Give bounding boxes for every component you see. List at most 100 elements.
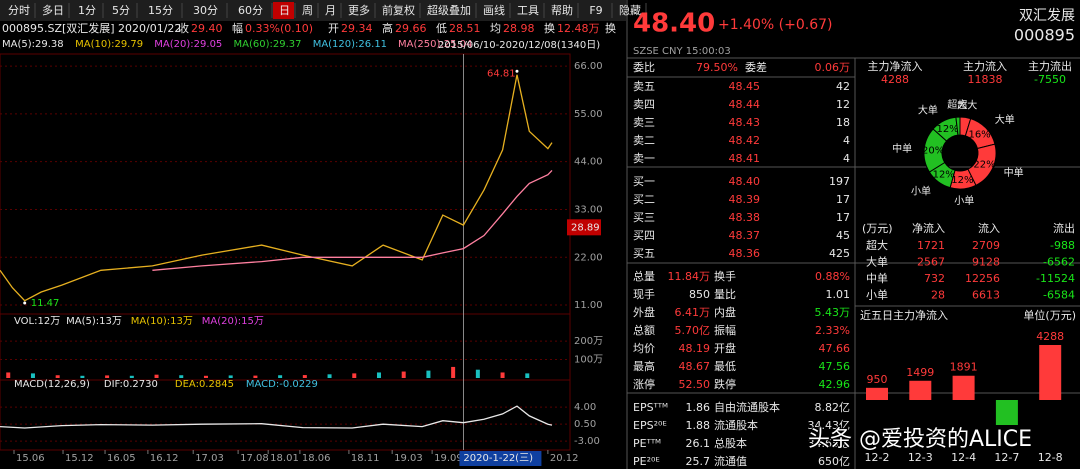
book-label: 卖五 bbox=[633, 80, 655, 93]
stat-label: 最低 bbox=[714, 360, 736, 373]
flow-bar bbox=[952, 375, 975, 400]
info-value: 29.66 bbox=[395, 22, 427, 35]
toolbar-tab[interactable]: 1分 bbox=[78, 4, 96, 17]
toolbar-tab[interactable]: 前复权 bbox=[382, 3, 415, 17]
stat-label: 现手 bbox=[633, 287, 655, 301]
x-tick-label: 18.11 bbox=[351, 453, 380, 464]
volume-bar bbox=[500, 372, 505, 378]
stat-value: 5.43万 bbox=[815, 306, 851, 319]
y-tick-label: 33.00 bbox=[574, 204, 603, 215]
toolbar-tab[interactable]: 工具 bbox=[517, 4, 539, 17]
order-value: 79.50% bbox=[696, 61, 738, 74]
stat-value: 42.96 bbox=[819, 378, 851, 391]
quote-meta: SZSE CNY 15:00:03 bbox=[633, 46, 731, 57]
bar-value-label: 950 bbox=[867, 373, 888, 386]
stat-label: 换手 bbox=[714, 269, 736, 283]
donut-name: 大单 bbox=[995, 113, 1015, 126]
cursor-label: 2020-1-22(三) bbox=[463, 453, 533, 464]
book-price: 48.39 bbox=[729, 193, 761, 206]
panel-legend: MACD:-0.0229 bbox=[246, 379, 318, 390]
fund-value: 25.7 bbox=[686, 455, 711, 468]
flow-bar bbox=[1039, 345, 1062, 400]
toolbar-tab[interactable]: 5分 bbox=[112, 4, 130, 17]
ma-legend: MA(60):29.37 bbox=[234, 39, 302, 50]
stat-label: 内盘 bbox=[714, 305, 736, 319]
flow-table-header: 流入 bbox=[978, 221, 1000, 235]
book-price: 48.45 bbox=[729, 80, 761, 93]
toolbar-tab[interactable]: 月 bbox=[325, 4, 336, 17]
stock-name: 双汇发展 bbox=[1019, 8, 1075, 24]
info-value: 28.51 bbox=[449, 22, 481, 35]
book-price: 48.40 bbox=[729, 175, 761, 188]
toolbar-tab[interactable]: 帮助 bbox=[551, 3, 573, 17]
info-label: 换 bbox=[605, 21, 616, 35]
toolbar-tab[interactable]: 多日 bbox=[42, 3, 64, 17]
donut-pct: 12% bbox=[933, 170, 955, 181]
toolbar-tab[interactable]: 60分 bbox=[238, 4, 263, 17]
stat-value: 5.70亿 bbox=[675, 324, 711, 337]
y-tick-label: 200万 bbox=[574, 336, 603, 347]
x-tick-label: 12-8 bbox=[1038, 451, 1063, 464]
x-tick-label: 15.06 bbox=[16, 453, 45, 464]
flow-table-cell: -11524 bbox=[1036, 272, 1075, 285]
book-qty: 45 bbox=[836, 229, 850, 242]
toolbar-tab[interactable]: F9 bbox=[589, 4, 602, 17]
toolbar-tab[interactable]: 隐藏 bbox=[619, 4, 641, 17]
toolbar-tab[interactable]: 15分 bbox=[148, 4, 173, 17]
toolbar-tab[interactable]: 30分 bbox=[193, 4, 218, 17]
flow-table-cell: -6562 bbox=[1043, 256, 1075, 269]
info-label: 幅 bbox=[232, 22, 243, 35]
price-line bbox=[0, 405, 553, 429]
fund-value: 8.82亿 bbox=[815, 401, 851, 414]
donut-pct: 20% bbox=[922, 146, 944, 157]
annotation-point bbox=[515, 69, 519, 73]
fund-label: PEᵀᵀᴹ bbox=[633, 437, 661, 450]
flow-table-header: (万元) bbox=[862, 222, 893, 235]
volume-bar bbox=[30, 373, 35, 378]
price-marker bbox=[567, 219, 601, 236]
donut-name: 中单 bbox=[1004, 166, 1024, 179]
five-day-title: 近五日主力净流入 bbox=[860, 308, 948, 322]
fund-value: 26.1 bbox=[686, 437, 711, 450]
x-tick-label: 16.05 bbox=[107, 453, 136, 464]
book-price: 48.37 bbox=[729, 229, 761, 242]
fund-value: 1.88 bbox=[686, 419, 711, 432]
stat-value: 0.88% bbox=[815, 270, 850, 283]
volume-bar bbox=[426, 370, 431, 378]
toolbar-tab[interactable]: 画线 bbox=[483, 3, 505, 17]
panel-legend: MA(5):13万 bbox=[66, 316, 122, 327]
y-tick-label: 44.00 bbox=[574, 157, 603, 168]
price-line bbox=[152, 169, 553, 271]
flow-table-cell: 1721 bbox=[917, 239, 945, 252]
book-label: 卖二 bbox=[633, 134, 655, 147]
book-label: 买二 bbox=[633, 193, 655, 206]
annotation: 11.47 bbox=[31, 298, 60, 309]
book-qty: 17 bbox=[836, 193, 850, 206]
x-tick-label: 12-7 bbox=[994, 451, 1019, 464]
toolbar-tab[interactable]: 更多 bbox=[348, 3, 370, 17]
y-tick-label: 100万 bbox=[574, 355, 603, 366]
x-tick-label: 19.03 bbox=[394, 453, 423, 464]
toolbar-tab[interactable]: 周 bbox=[302, 4, 313, 17]
fund-label: EPS²⁰ᴱ bbox=[633, 419, 667, 432]
flow-bar bbox=[909, 380, 932, 400]
order-label: 委比 bbox=[633, 61, 655, 74]
stat-value: 11.84万 bbox=[668, 270, 711, 283]
x-tick-label: 17.08 bbox=[240, 453, 269, 464]
y-tick-label: -3.00 bbox=[574, 436, 600, 447]
x-tick-label: 17.03 bbox=[195, 453, 224, 464]
x-tick-label: 20.12 bbox=[550, 453, 579, 464]
stat-value: 52.50 bbox=[679, 378, 711, 391]
stock-code: 000895.SZ[双汇发展] bbox=[2, 21, 115, 35]
toolbar-tab[interactable]: 日 bbox=[279, 4, 290, 17]
x-tick-label: 15.12 bbox=[65, 453, 94, 464]
toolbar-tab[interactable]: 超级叠加 bbox=[427, 3, 471, 17]
book-price: 48.43 bbox=[729, 116, 761, 129]
toolbar-tab[interactable]: 分时 bbox=[8, 4, 30, 17]
flow-table-cell: 9128 bbox=[972, 256, 1000, 269]
info-label: 换 bbox=[544, 21, 555, 35]
book-label: 买四 bbox=[633, 229, 655, 242]
ma-legend: MA(5):29.38 bbox=[2, 39, 64, 50]
order-label: 委差 bbox=[745, 60, 767, 74]
